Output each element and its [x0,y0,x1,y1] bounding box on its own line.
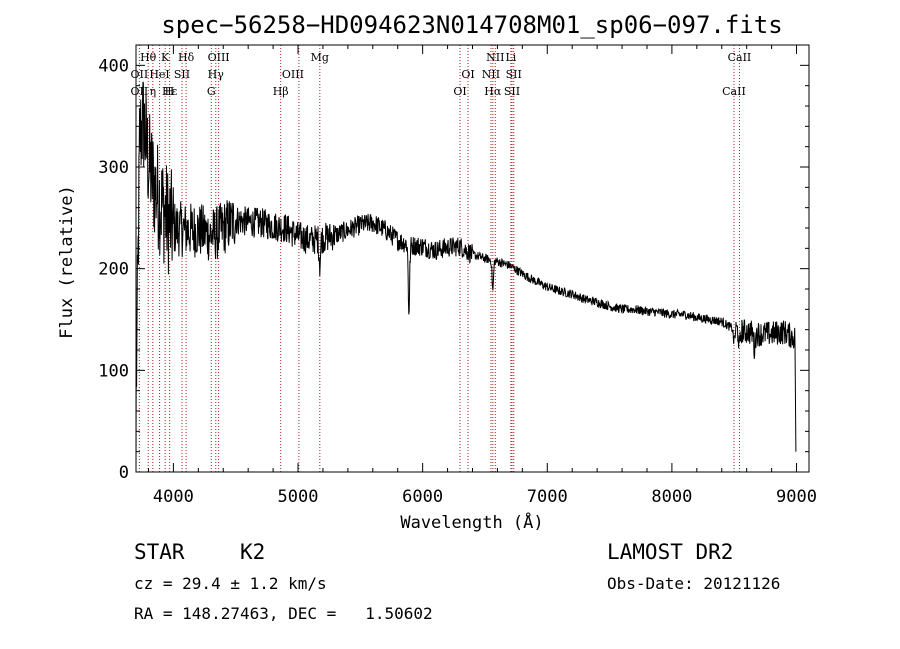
spectral-line-label: K [161,51,170,64]
x-axis-label: Wavelength (Å) [400,511,543,533]
spectral-line-label: OI [461,68,474,81]
x-tick-label: 4000 [153,487,194,507]
y-axis-label: Flux (relative) [57,185,77,339]
spectral-line-label: OII [131,68,149,81]
observation-date: Obs-Date: 20121126 [607,574,781,593]
spectral-line-label: OIII [282,68,304,81]
spectral-line-label: SII [174,68,190,81]
spectral-line-label: Mg [311,51,329,64]
spectral-line-label: G [207,85,216,98]
spectral-line-label: OI [453,85,466,98]
survey-name: LAMOST DR2 [607,540,734,564]
spectral-line-label: HeI [149,68,169,81]
spectral-line-label: OIII [208,51,230,64]
y-tick-label: 100 [98,361,129,381]
coordinates: RA = 148.27463, DEC = 1.50602 [134,604,433,623]
x-axis-ticks: 4000 5000 6000 7000 8000 9000 [147,45,817,507]
y-tick-label: 300 [98,158,129,178]
spectral-line-label: NII [482,68,500,81]
redshift-value: cz = 29.4 ± 1.2 km/s [134,574,327,593]
spectral-line-label: SII [504,85,520,98]
object-class: STAR [134,540,185,564]
y-axis-ticks: 0 100 200 300 400 [98,44,809,483]
x-tick-label: 6000 [402,487,443,507]
spectral-line-label: NII [486,51,504,64]
spectral-line-label: SII [506,68,522,81]
x-tick-label: 7000 [527,487,568,507]
spectral-line-label: η [150,85,157,98]
spectral-line-label: Hα [484,85,502,98]
spectral-line-label: H [165,85,175,98]
spectral-line-label: Li [505,51,516,64]
y-tick-label: 200 [98,260,129,280]
y-tick-label: 400 [98,56,129,76]
spectral-line-markers [138,45,740,472]
spectral-line-label: Hε [162,85,178,98]
chart-title: spec−56258−HD094623N014708M01_sp06−097.f… [161,11,782,39]
spectral-line-label: Hβ [273,85,289,98]
spectral-line-label: CaII [722,85,746,98]
y-tick-label: 0 [119,463,129,483]
x-tick-label: 8000 [651,487,692,507]
spectral-line-label: Hθ [140,51,157,64]
spectrum-line [135,81,797,473]
object-subclass: K2 [240,540,266,564]
x-tick-label: 5000 [278,487,319,507]
x-tick-label: 9000 [776,487,817,507]
spectral-line-label: Hδ [178,51,195,64]
spectral-line-label: Hγ [208,68,225,81]
plot-frame [135,44,810,473]
spectral-line-label: CaII [728,51,752,64]
